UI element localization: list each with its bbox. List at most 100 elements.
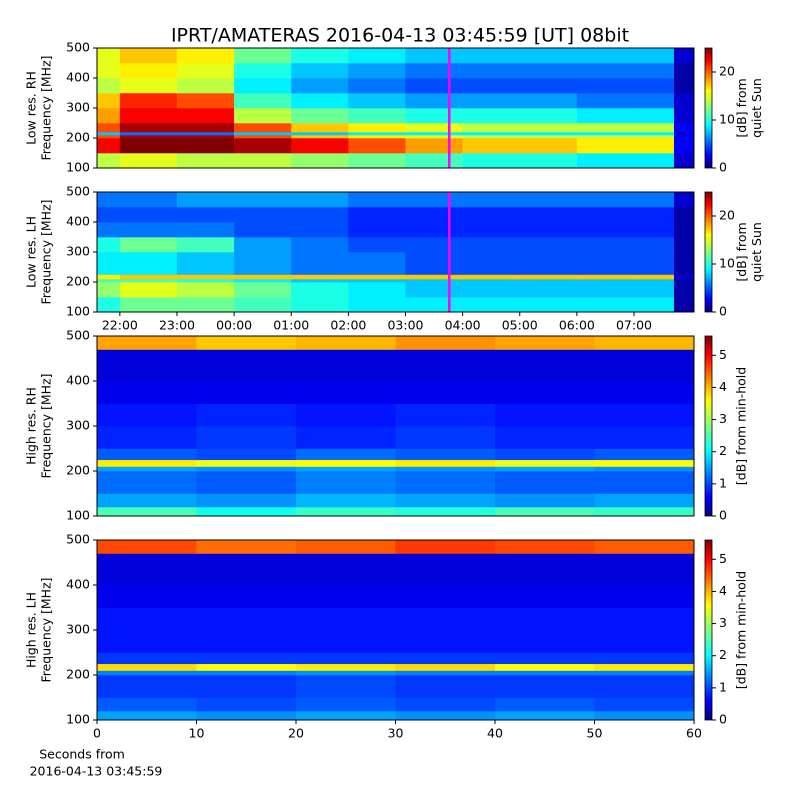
heatmap-cell [576, 48, 635, 64]
heatmap-cell [296, 670, 396, 676]
heatmap-cell [674, 93, 695, 109]
heatmap-cell [495, 336, 595, 350]
heatmap-cell [519, 297, 578, 313]
heatmap-cell [119, 93, 178, 109]
heatmap-cell [462, 192, 521, 208]
heatmap-cell [296, 466, 396, 472]
x-tick-label: 04:00 [445, 318, 481, 333]
heatmap-cell [634, 135, 675, 139]
heatmap-cell [674, 207, 695, 223]
heatmap-cell [291, 135, 349, 139]
heatmap-cell [634, 274, 675, 280]
heatmap-cell [97, 459, 197, 467]
heatmap-cell [234, 132, 292, 136]
heatmap-cell [634, 267, 675, 275]
heatmap-cell [495, 493, 595, 508]
colorbar-tick-label: 20 [719, 208, 735, 223]
heatmap-cell [196, 466, 297, 472]
heatmap-cell [97, 274, 121, 280]
heatmap-cell [634, 78, 675, 94]
x-tick-label: 06:00 [559, 318, 595, 333]
heatmap-cell [176, 237, 235, 253]
heatmap-cell [395, 448, 496, 461]
x-tick-label: 03:00 [387, 318, 423, 333]
colorbar-label: [dB] from [734, 78, 749, 137]
heatmap-cell [196, 630, 297, 653]
heatmap-cell [119, 63, 178, 79]
heatmap-cell [97, 222, 121, 238]
heatmap-cell [395, 630, 496, 653]
heatmap-cell [495, 381, 595, 404]
colorbar-tick-label: 5 [719, 551, 727, 566]
heatmap-cell [462, 297, 521, 313]
y-axis-label: High res. RH [24, 387, 39, 465]
heatmap-cell [634, 153, 675, 169]
heatmap-cell [519, 267, 578, 275]
heatmap-cell [348, 63, 406, 79]
heatmap-cell [576, 237, 635, 253]
colorbar-tick-label: 0 [719, 712, 727, 727]
heatmap-cell [634, 252, 675, 268]
heatmap-cell [576, 153, 635, 169]
heatmap-cell [594, 652, 695, 665]
heatmap-cell [234, 222, 292, 238]
y-tick-label: 500 [66, 328, 90, 343]
x-tick-label: 30 [388, 726, 404, 741]
heatmap-cell [405, 282, 463, 298]
heatmap-cell [196, 697, 297, 712]
y-tick-label: 200 [66, 463, 90, 478]
heatmap-cell [234, 93, 292, 109]
x-tick-label: 07:00 [616, 318, 652, 333]
heatmap-cell [462, 48, 521, 64]
heatmap-cell [519, 282, 578, 298]
colorbar-tick-label: 1 [719, 475, 727, 490]
heatmap-cell [462, 138, 521, 154]
heatmap-cell [196, 471, 297, 494]
heatmap-cell [291, 93, 349, 109]
heatmap-cell [291, 123, 349, 133]
heatmap-cell [495, 553, 595, 586]
heatmap-cell [97, 237, 121, 253]
heatmap-cell [176, 222, 235, 238]
heatmap-cell [119, 138, 178, 154]
y-axis-label: Low res. LH [24, 216, 39, 288]
heatmap-cell [296, 585, 396, 608]
heatmap-cell [97, 297, 121, 313]
heatmap-cell [634, 123, 675, 133]
heatmap-cell [405, 297, 463, 313]
heatmap-cell [395, 349, 496, 382]
heatmap-cell [405, 279, 463, 283]
heatmap-cell [291, 207, 349, 223]
heatmap-cell [405, 237, 463, 253]
heatmap-cell [576, 78, 635, 94]
heatmap-cell [291, 222, 349, 238]
heatmap-cell [576, 63, 635, 79]
heatmap-cell [348, 138, 406, 154]
heatmap-cell [594, 349, 695, 382]
heatmap-cell [234, 135, 292, 139]
heatmap-cell [97, 123, 121, 133]
heatmap-cell [594, 426, 695, 449]
heatmap-cell [296, 607, 396, 631]
heatmap-cell [462, 279, 521, 283]
heatmap-cell [176, 192, 235, 208]
x-tick-label: 60 [686, 726, 702, 741]
heatmap-cell [234, 274, 292, 280]
y-axis-label: Frequency [MHz] [39, 373, 54, 478]
colorbar [704, 47, 713, 169]
y-tick-label: 300 [66, 622, 90, 637]
heatmap-cell [296, 403, 396, 427]
heatmap-cell [576, 123, 635, 133]
y-tick-label: 200 [66, 274, 90, 289]
heatmap-cell [196, 403, 297, 427]
heatmap-cell [296, 493, 396, 508]
heatmap-cell [395, 540, 496, 554]
heatmap-cell [634, 48, 675, 64]
heatmap-cell [296, 381, 396, 404]
heatmap-cell [97, 267, 121, 275]
heatmap-cell [594, 336, 695, 350]
heatmap-cell [462, 93, 521, 109]
heatmap-cell [176, 297, 235, 313]
colorbar-label: quiet Sun [749, 78, 764, 138]
heatmap-cell [97, 630, 197, 653]
